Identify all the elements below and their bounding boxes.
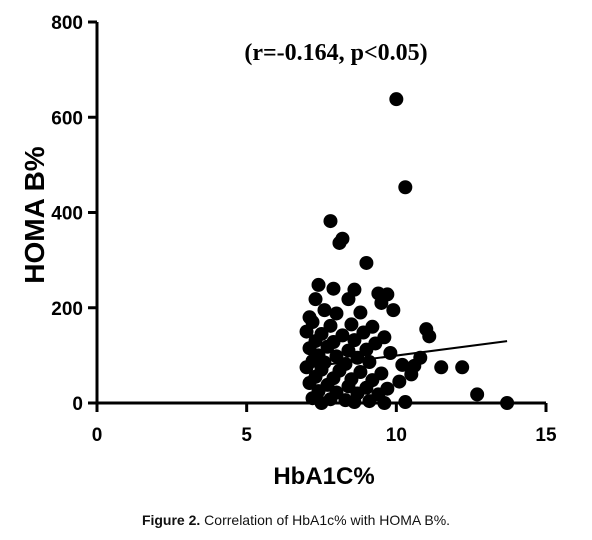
data-point [326,281,341,296]
caption-lead: Figure 2. [141,512,201,528]
data-point [359,255,374,270]
data-point [311,277,326,292]
x-tick-label: 0 [92,425,103,446]
data-point [392,374,407,389]
data-point [404,367,419,382]
data-point [341,292,356,307]
x-tick-label: 5 [241,425,252,446]
data-point [359,342,374,357]
data-point [347,333,362,348]
data-point [500,396,515,410]
data-point [323,318,338,333]
data-point [398,180,413,195]
y-tick-label: 200 [51,299,83,320]
data-point [317,303,332,318]
data-points [299,92,515,410]
y-tick-label: 600 [51,108,83,129]
data-point [347,395,362,410]
data-point [389,92,404,107]
data-point [350,350,365,365]
data-point [320,339,335,354]
data-point [332,235,347,250]
data-point [314,396,329,410]
data-point [308,292,323,307]
y-tick-label: 0 [72,394,83,415]
data-point [323,214,338,229]
data-point [386,303,401,318]
x-tick-label: 15 [535,425,557,446]
data-point [344,317,359,332]
x-axis-title: HbA1C% [273,463,374,490]
data-point [470,387,485,402]
trend-line [306,340,508,369]
data-point [302,375,317,390]
ticks [88,20,548,412]
correlation-annotation: (r=-0.164, p<0.05) [244,40,427,66]
data-point [455,360,470,375]
y-tick-label: 800 [51,13,83,34]
data-point [374,295,389,310]
y-axis-title: HOMA B% [19,146,50,284]
data-point [395,357,410,372]
y-tick-label: 400 [51,204,83,225]
data-point [434,360,449,375]
data-point [353,305,368,320]
data-point [377,396,392,410]
data-point [362,394,377,409]
data-point [329,306,344,321]
tick-labels: 0 5 10 15 0 200 400 600 800 [51,13,557,446]
x-tick-label: 10 [386,425,407,446]
data-point [398,395,413,410]
data-point [422,329,437,344]
caption-text: Correlation of HbA1c% with HOMA B%. [200,512,451,528]
scatter-chart: 0 5 10 15 0 200 400 600 800 (r=-0.164, p<0.05) H… [19,13,557,490]
figure-caption: Figure 2. Correlation of HbA1c% with HOM… [0,512,592,528]
data-point [299,324,314,339]
